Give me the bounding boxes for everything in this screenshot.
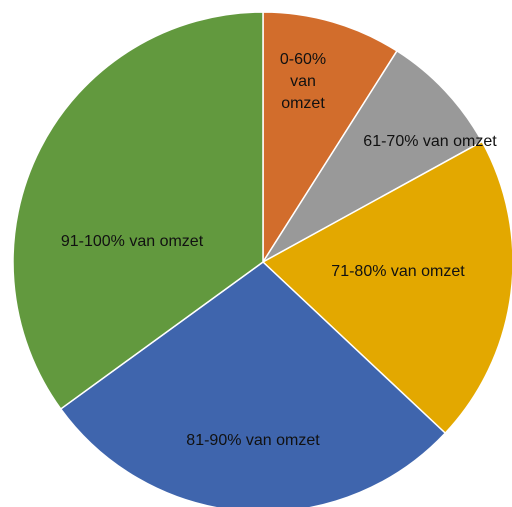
slice-label: 81-90% van omzet bbox=[186, 432, 320, 449]
pie-slice bbox=[261, 140, 512, 435]
slice-label: 0-60% van omzet bbox=[279, 51, 327, 112]
pie-slice bbox=[262, 11, 398, 265]
pie-slice bbox=[262, 49, 484, 263]
slice-label: 61-70% van omzet bbox=[363, 133, 497, 150]
pie-slice bbox=[12, 11, 264, 410]
slice-label: 71-80% van omzet bbox=[331, 263, 465, 280]
pie-slice bbox=[59, 261, 447, 507]
slice-label: 91-100% van omzet bbox=[60, 233, 204, 250]
